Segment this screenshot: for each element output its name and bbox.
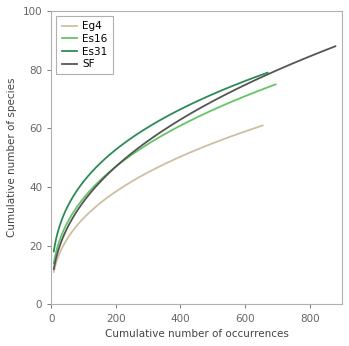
Legend: Eg4, Es16, Es31, SF: Eg4, Es16, Es31, SF bbox=[56, 16, 113, 74]
Y-axis label: Cumulative number of species: Cumulative number of species bbox=[7, 78, 17, 237]
X-axis label: Cumulative number of occurrences: Cumulative number of occurrences bbox=[105, 329, 289, 339]
